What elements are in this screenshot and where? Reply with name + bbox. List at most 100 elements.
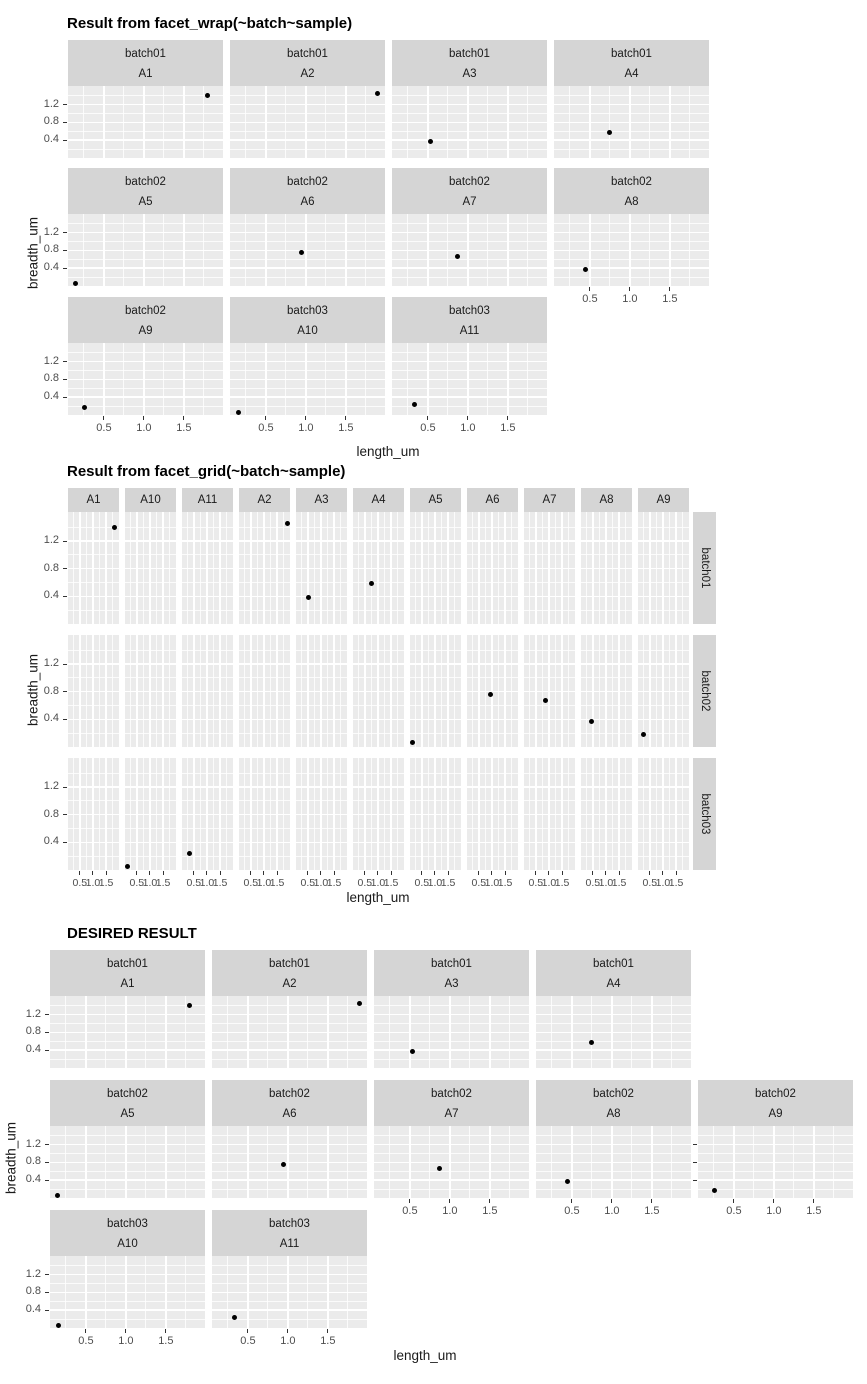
gridline-major-horizontal — [581, 595, 632, 598]
gridline-major-horizontal — [296, 595, 347, 598]
gridline-minor-horizontal — [212, 1265, 367, 1267]
y-tick-mark — [63, 540, 67, 542]
x-tick-mark — [669, 287, 671, 291]
gridline-major-horizontal — [212, 1291, 367, 1294]
facet-col-strip: A4 — [353, 488, 404, 512]
x-tick-label: 1.5 — [440, 877, 456, 889]
strip-batch-label: batch03 — [107, 1218, 148, 1230]
y-tick-mark — [45, 1161, 49, 1163]
gridline-major-horizontal — [230, 360, 385, 363]
facet-panel — [182, 758, 233, 870]
gridline-minor-horizontal — [68, 352, 223, 354]
facet-strip: batch01 A1 — [50, 950, 205, 996]
gridline-major-horizontal — [182, 690, 233, 693]
facet-panel — [554, 86, 709, 158]
gridline-major-horizontal — [239, 813, 290, 816]
gridline-major-horizontal — [230, 231, 385, 234]
facet-panel — [467, 635, 518, 747]
gridline-major-horizontal — [410, 540, 461, 542]
gridline-major-horizontal — [392, 267, 547, 269]
strip-batch-label: batch01 — [431, 958, 472, 970]
x-tick-label: 1.0 — [85, 877, 101, 889]
x-tick-label: 1.5 — [500, 422, 516, 434]
gridline-major-horizontal — [50, 1143, 205, 1146]
gridline-major-horizontal — [467, 540, 518, 542]
gridline-minor-horizontal — [374, 1005, 529, 1007]
y-tick-mark — [63, 718, 67, 720]
facet-col-strip: A10 — [125, 488, 176, 512]
gridline-minor-horizontal — [68, 241, 223, 243]
gridline-minor-horizontal — [374, 1023, 529, 1025]
gridline-major-horizontal — [353, 841, 404, 844]
gridline-minor-horizontal — [392, 387, 547, 389]
strip-batch-label: batch01 — [611, 48, 652, 60]
x-tick-label: 1.0 — [541, 877, 557, 889]
gridline-minor-horizontal — [50, 1040, 205, 1042]
gridline-major-horizontal — [296, 786, 347, 788]
gridline-major-horizontal — [230, 378, 385, 381]
gridline-major-horizontal — [374, 1143, 529, 1146]
gridline-minor-horizontal — [68, 95, 223, 97]
strip-batch-label: batch01 — [269, 958, 310, 970]
y-tick-mark — [45, 1179, 49, 1181]
x-tick-mark — [206, 871, 208, 875]
x-tick-mark — [434, 871, 436, 875]
strip-batch-label: batch03 — [269, 1218, 310, 1230]
x-tick-mark — [143, 416, 145, 420]
x-tick-mark — [92, 871, 94, 875]
x-tick-mark — [651, 1199, 653, 1203]
x-tick-label: 0.5 — [357, 877, 373, 889]
gridline-major-horizontal — [524, 595, 575, 598]
gridline-major-horizontal — [581, 540, 632, 542]
strip-sample-label: A5 — [138, 196, 153, 208]
facet-panel — [68, 758, 119, 870]
x-tick-mark — [149, 871, 151, 875]
facet-panel — [50, 996, 205, 1068]
gridline-major-horizontal — [581, 690, 632, 693]
strip-batch-label: batch02 — [107, 1088, 148, 1100]
facet-col-strip: A9 — [638, 488, 689, 512]
gridline-minor-horizontal — [50, 1058, 205, 1060]
x-tick-label: 0.5 — [420, 422, 436, 434]
x-tick-mark — [305, 416, 307, 420]
gridline-minor-horizontal — [212, 1170, 367, 1172]
facet-col-strip: A7 — [524, 488, 575, 512]
gridline-minor-horizontal — [374, 1040, 529, 1042]
gridline-major-horizontal — [239, 540, 290, 542]
gridline-minor-horizontal — [536, 1188, 691, 1190]
facet-strip: batch02 A7 — [374, 1080, 529, 1126]
y-tick-label: 0.8 — [25, 1025, 41, 1038]
gridline-major-horizontal — [230, 267, 385, 269]
x-tick-mark — [491, 871, 493, 875]
gridline-major-horizontal — [182, 813, 233, 816]
y-tick-mark — [45, 1309, 49, 1311]
gridline-major-horizontal — [392, 249, 547, 252]
x-tick-mark — [320, 871, 322, 875]
data-point — [306, 595, 312, 601]
x-tick-mark — [136, 871, 138, 875]
gridline-major-horizontal — [212, 1273, 367, 1276]
x-tick-label: 1.0 — [442, 1205, 458, 1217]
x-tick-label: 1.5 — [98, 877, 114, 889]
gridline-minor-horizontal — [50, 1318, 205, 1320]
strip-batch-label: batch03 — [449, 305, 490, 317]
facet-panel — [410, 512, 461, 624]
figure-title: Result from facet_grid(~batch~sample) — [67, 463, 346, 480]
facet-col-strip: A3 — [296, 488, 347, 512]
facet-panel — [239, 512, 290, 624]
y-tick-label: 1.2 — [43, 780, 59, 793]
gridline-major-horizontal — [239, 690, 290, 693]
y-tick-label: 0.4 — [25, 1043, 41, 1056]
facet-strip: batch01 A3 — [374, 950, 529, 996]
facet-strip: batch01 A4 — [536, 950, 691, 996]
x-tick-label: 0.5 — [240, 1335, 256, 1347]
data-point — [205, 93, 211, 99]
gridline-major-horizontal — [524, 718, 575, 721]
x-tick-label: 1.0 — [484, 877, 500, 889]
facet-panel — [68, 512, 119, 624]
data-point — [368, 581, 374, 587]
strip-batch-label: batch02 — [611, 176, 652, 188]
strip-sample-label: A9 — [768, 1108, 783, 1120]
y-tick-label: 0.4 — [43, 835, 59, 848]
gridline-major-horizontal — [536, 1013, 691, 1016]
